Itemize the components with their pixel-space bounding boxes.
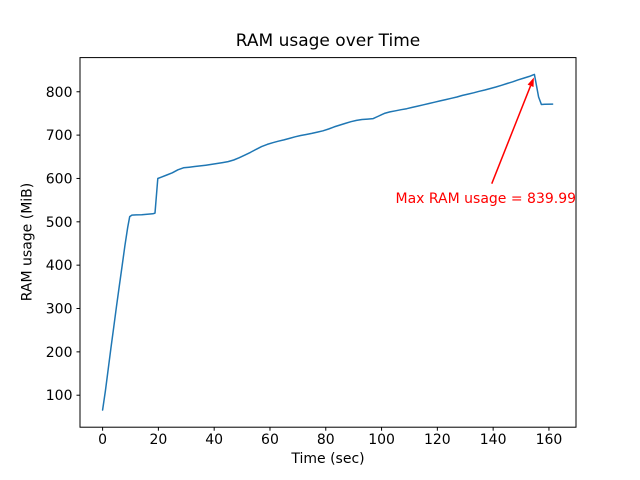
axes-spines <box>79 57 577 428</box>
y-tick-label: 300 <box>46 302 73 318</box>
y-tick-label: 500 <box>46 215 73 231</box>
ram-usage-line <box>101 73 554 411</box>
x-tick-label: 60 <box>261 432 279 448</box>
annotation-arrow-line <box>491 85 532 184</box>
max-annotation-text: Max RAM usage = 839.99 <box>396 191 577 207</box>
y-tick-label: 100 <box>46 388 73 404</box>
x-tick-label: 140 <box>480 432 507 448</box>
x-axis-label: Time (sec) <box>291 451 365 467</box>
x-tick-label: 0 <box>98 432 107 448</box>
y-tick-label: 800 <box>46 85 73 101</box>
y-tick-label: 600 <box>46 171 73 187</box>
chart-title: RAM usage over Time <box>235 31 421 51</box>
x-tick-label: 120 <box>424 432 451 448</box>
x-tick-label: 100 <box>368 432 395 448</box>
y-tick-label: 200 <box>46 345 73 361</box>
y-tick-label: 400 <box>46 258 73 274</box>
x-tick-label: 160 <box>536 432 563 448</box>
x-tick-label: 40 <box>205 432 223 448</box>
x-tick-label: 20 <box>149 432 167 448</box>
annotation-arrow-head <box>527 77 534 87</box>
y-tick-label: 700 <box>46 128 73 144</box>
x-tick-label: 80 <box>317 432 335 448</box>
